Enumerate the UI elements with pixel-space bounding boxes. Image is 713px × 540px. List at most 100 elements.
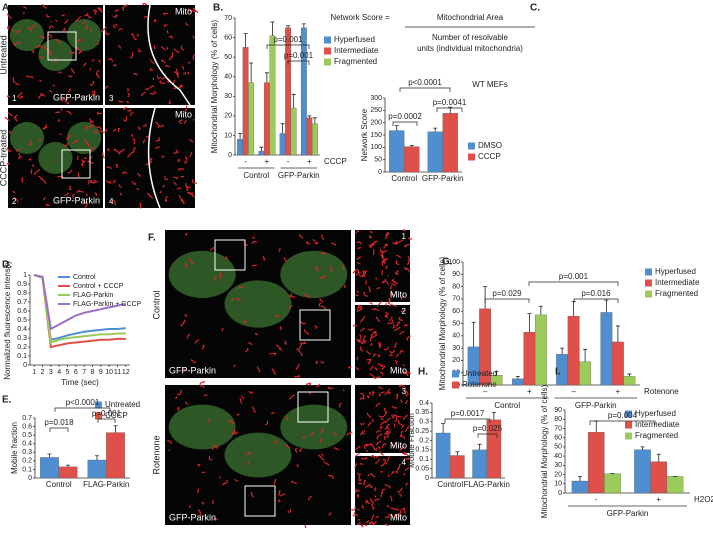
- legend-swatch: [645, 279, 652, 287]
- bar: [58, 466, 78, 479]
- error-bar: [578, 476, 582, 482]
- panel-label: B.: [213, 3, 223, 14]
- error-bar: [494, 371, 499, 376]
- y-tick-label: 60: [452, 308, 460, 315]
- legend-swatch: [468, 142, 475, 150]
- cell-edge: [147, 4, 191, 106]
- annotation: p=0.016: [581, 289, 611, 298]
- y-tick-label: 60: [224, 34, 232, 41]
- bracket: [528, 281, 619, 286]
- annotation: p=0.001: [273, 35, 303, 44]
- bar: [242, 47, 249, 156]
- error-bar: [307, 115, 312, 118]
- bar: [472, 449, 487, 479]
- legend-label: Hyperfused: [655, 267, 696, 276]
- tile-number: 1: [12, 94, 17, 103]
- error-bar: [477, 443, 482, 450]
- bar: [311, 123, 318, 156]
- micrograph: [105, 108, 195, 208]
- zoom-box: [214, 239, 246, 271]
- panel-label: A.: [2, 3, 12, 14]
- tile-number: 1: [402, 232, 407, 241]
- cell-gfp: [168, 404, 236, 450]
- channel-label: Mito: [390, 512, 407, 522]
- bar: [263, 82, 270, 156]
- x-tick-label: -: [287, 157, 290, 166]
- x-tick-label: FLAG-Parkin: [464, 480, 510, 489]
- x-tick-label: 11: [114, 369, 121, 376]
- y-tick-label: 70: [452, 296, 460, 303]
- y-tick-label: 90: [452, 271, 460, 278]
- x-tick-label: 9: [99, 369, 103, 376]
- group-label: GFP-Parkin: [607, 509, 649, 518]
- y-tick-label: 40: [452, 333, 460, 340]
- y-tick-label: 0.8: [17, 290, 27, 297]
- legend-label: Fragmented: [334, 57, 377, 66]
- y-tick-label: 0.1: [419, 456, 429, 463]
- bar: [567, 315, 580, 386]
- bracket: [399, 87, 451, 92]
- group-label: GFP-Parkin: [575, 401, 617, 410]
- x-tick-label: 6: [74, 369, 78, 376]
- error-bar: [94, 455, 99, 460]
- legend-label: Intermediate: [334, 46, 379, 55]
- x-tick-label: +: [527, 387, 532, 396]
- error-bar: [604, 299, 609, 313]
- bar: [306, 117, 313, 156]
- y-tick-label: 0: [28, 475, 32, 482]
- x-tick-label: –: [483, 387, 488, 396]
- y-tick-label: 0.4: [419, 400, 429, 407]
- y-tick-label: 0.6: [22, 423, 32, 430]
- annotation: p=0.018: [44, 418, 74, 427]
- y-tick-label: 100: [370, 144, 382, 151]
- y-tick-label: 50: [452, 320, 460, 327]
- row-label: Control: [151, 290, 161, 319]
- zoom-box: [297, 391, 329, 423]
- channel-label: Mito: [175, 109, 192, 119]
- bar: [285, 27, 292, 156]
- tile-number: 3: [402, 387, 407, 396]
- y-tick-label: 0: [228, 152, 232, 159]
- bar: [587, 431, 605, 494]
- legend-label: CCCP: [105, 411, 128, 420]
- error-bar: [615, 325, 620, 342]
- mito-texture: [4, 108, 103, 208]
- bar: [300, 27, 307, 156]
- micrograph: [105, 5, 195, 105]
- y-tick-label: 70: [554, 425, 562, 432]
- bracket: [266, 44, 310, 49]
- y-axis-label: Mitochondrial Morphology (% of cells): [540, 384, 549, 518]
- legend-swatch: [324, 47, 331, 55]
- bracket: [484, 298, 530, 303]
- channel-label: GFP-Parkin: [169, 365, 216, 375]
- group-label: Control: [243, 171, 269, 180]
- cell-gfp: [280, 250, 348, 299]
- y-tick-label: 90: [554, 407, 562, 414]
- group-label: Control: [494, 401, 520, 410]
- x-tick-label: +: [265, 157, 270, 166]
- series-line: [33, 274, 126, 344]
- tile-number: 4: [109, 197, 114, 206]
- treatment-label: CCCP: [324, 157, 347, 166]
- legend-swatch: [324, 36, 331, 44]
- x-tick-label: +: [307, 157, 312, 166]
- mito-texture: [350, 452, 410, 528]
- bar: [106, 432, 125, 479]
- bracket: [49, 427, 69, 432]
- annotation: p=0.0041: [433, 98, 467, 107]
- bar: [442, 113, 458, 173]
- cell-gfp: [224, 280, 292, 328]
- row-label: Untreated: [0, 35, 8, 75]
- x-tick-label: -: [595, 495, 598, 504]
- bar: [269, 35, 276, 156]
- y-tick-label: 30: [452, 345, 460, 352]
- legend-swatch: [468, 153, 475, 161]
- y-tick-label: 50: [554, 444, 562, 451]
- cell-gfp: [38, 142, 73, 174]
- bar: [435, 432, 451, 479]
- error-bar: [270, 21, 275, 36]
- tile-number: 3: [109, 94, 114, 103]
- y-tick-label: 50: [224, 54, 232, 61]
- row-label: Rotenone: [151, 435, 161, 474]
- y-tick-label: 0.1: [17, 353, 27, 360]
